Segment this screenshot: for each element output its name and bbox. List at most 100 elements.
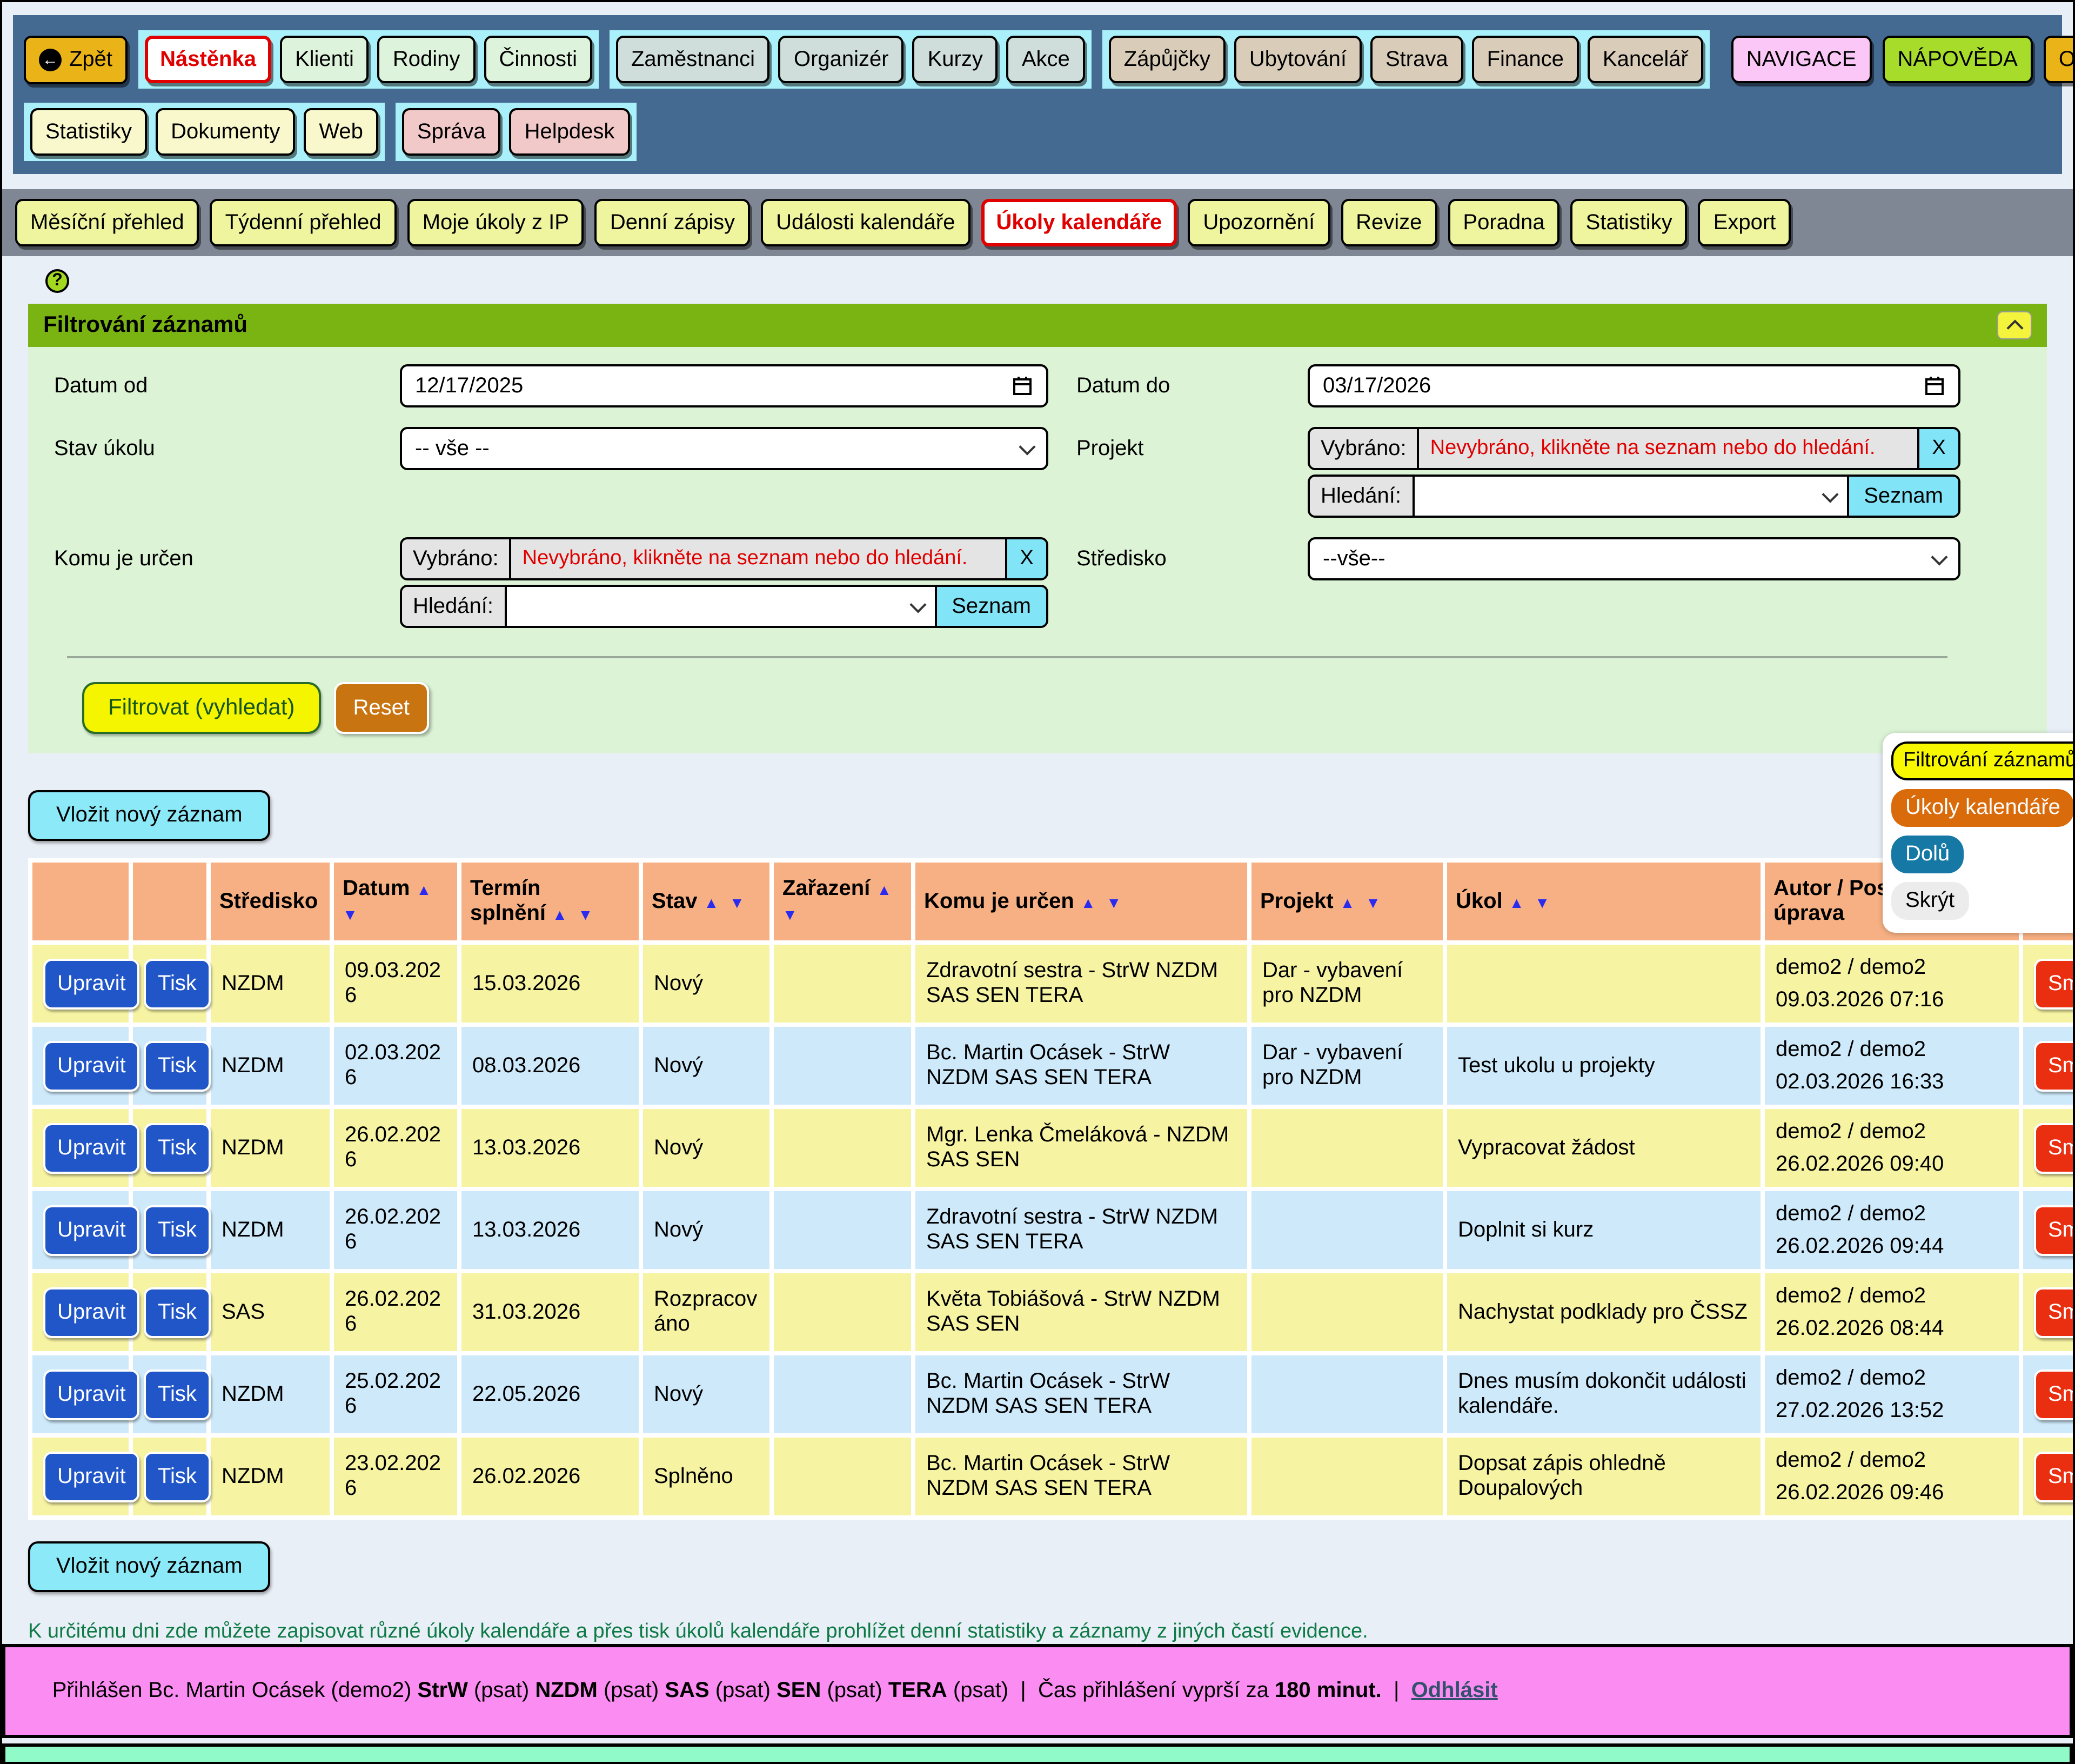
collapse-button[interactable] bbox=[1997, 311, 2032, 339]
print-button[interactable]: Tisk bbox=[144, 1205, 211, 1255]
sort-arrows-icon[interactable]: ▲ ▼ bbox=[1080, 893, 1125, 911]
delete-button[interactable]: Smazat bbox=[2034, 958, 2073, 1009]
delete-button[interactable]: Smazat bbox=[2034, 1040, 2073, 1091]
filter-submit-button[interactable]: Filtrovat (vyhledat) bbox=[82, 682, 321, 734]
project-list-button[interactable]: Seznam bbox=[1846, 477, 1958, 516]
tab-m-s-n-p-ehled[interactable]: Měsíční přehled bbox=[15, 199, 199, 246]
column-header-komu-je-ur-en[interactable]: Komu je určen ▲ ▼ bbox=[915, 863, 1247, 940]
delete-button[interactable]: Smazat bbox=[2034, 1451, 2073, 1502]
nav-button-helpdesk[interactable]: Helpdesk bbox=[509, 108, 630, 156]
tab-export[interactable]: Export bbox=[1698, 199, 1791, 246]
project-clear-button[interactable]: X bbox=[1917, 429, 1958, 468]
column-header-datum[interactable]: Datum ▲ ▼ bbox=[334, 863, 457, 940]
assignee-list-button[interactable]: Seznam bbox=[934, 587, 1046, 626]
nav-button--innosti[interactable]: Činnosti bbox=[484, 36, 592, 83]
edit-button[interactable]: Upravit bbox=[43, 1369, 140, 1420]
print-button[interactable]: Tisk bbox=[144, 958, 211, 1009]
edit-button[interactable]: Upravit bbox=[43, 1287, 140, 1338]
nav-button-akce[interactable]: Akce bbox=[1006, 36, 1085, 83]
nav-button-z-p-j-ky[interactable]: Zápůjčky bbox=[1108, 36, 1226, 83]
tab-moje-koly-z-ip[interactable]: Moje úkoly z IP bbox=[407, 199, 584, 246]
table-row: Upravit Tisk NZDM 09.03.2026 15.03.2026 … bbox=[32, 945, 2073, 1023]
edit-button[interactable]: Upravit bbox=[43, 1122, 140, 1173]
print-button[interactable]: Tisk bbox=[144, 1040, 211, 1091]
nav-button-organiz-r[interactable]: Organizér bbox=[778, 36, 904, 83]
column-header-projekt[interactable]: Projekt ▲ ▼ bbox=[1251, 863, 1443, 940]
insert-record-button-bottom[interactable]: Vložit nový záznam bbox=[28, 1541, 271, 1592]
nav-button-web[interactable]: Web bbox=[304, 108, 378, 156]
project-search-select[interactable] bbox=[1414, 477, 1847, 516]
print-button[interactable]: Tisk bbox=[144, 1451, 211, 1502]
back-button-label: Zpět bbox=[69, 48, 113, 71]
date-from-input[interactable]: 12/17/2025 bbox=[400, 364, 1048, 407]
tab-poradna[interactable]: Poradna bbox=[1448, 199, 1560, 246]
nav-button-spr-va[interactable]: Správa bbox=[401, 108, 501, 156]
table-row: Upravit Tisk NZDM 26.02.2026 13.03.2026 … bbox=[32, 1191, 2073, 1269]
sort-arrows-icon[interactable]: ▲ ▼ bbox=[1340, 893, 1384, 911]
print-button[interactable]: Tisk bbox=[144, 1287, 211, 1338]
cell-stredisko: NZDM bbox=[211, 1109, 330, 1187]
quick-menu-button-skr-t[interactable]: Skrýt bbox=[1891, 882, 1969, 920]
filter-reset-button[interactable]: Reset bbox=[333, 682, 429, 734]
nav-button-zam-stnanci[interactable]: Zaměstnanci bbox=[615, 36, 770, 83]
assignee-clear-button[interactable]: X bbox=[1005, 539, 1046, 578]
column-header[interactable] bbox=[133, 863, 206, 940]
column-header[interactable] bbox=[32, 863, 129, 940]
date-to-input[interactable]: 03/17/2026 bbox=[1308, 364, 1960, 407]
status-select[interactable]: -- vše -- bbox=[400, 427, 1048, 470]
sort-arrows-icon[interactable]: ▲ ▼ bbox=[782, 881, 895, 923]
print-button[interactable]: Tisk bbox=[144, 1369, 211, 1420]
delete-button[interactable]: Smazat bbox=[2034, 1287, 2073, 1338]
tab-t-denn-p-ehled[interactable]: Týdenní přehled bbox=[210, 199, 397, 246]
sort-arrows-icon[interactable]: ▲ ▼ bbox=[343, 881, 435, 923]
column-header-za-azen-[interactable]: Zařazení ▲ ▼ bbox=[774, 863, 911, 940]
edit-button[interactable]: Upravit bbox=[43, 1205, 140, 1255]
centre-select[interactable]: --vše-- bbox=[1308, 537, 1960, 580]
insert-record-button-top[interactable]: Vložit nový záznam bbox=[28, 790, 271, 841]
nav-button-n-pov-da[interactable]: NÁPOVĚDA bbox=[1882, 36, 2033, 83]
delete-button[interactable]: Smazat bbox=[2034, 1369, 2073, 1420]
calendar-icon[interactable] bbox=[1012, 375, 1033, 397]
nav-button-odhl-sit[interactable]: ODHLÁSIT bbox=[2043, 36, 2073, 83]
print-button[interactable]: Tisk bbox=[144, 1122, 211, 1173]
help-icon[interactable]: ? bbox=[45, 269, 69, 293]
tab-upozorn-n-[interactable]: Upozornění bbox=[1188, 199, 1330, 246]
nav-button-kancel-[interactable]: Kancelář bbox=[1587, 36, 1703, 83]
column-header-term-n-spln-n-[interactable]: Termín splnění ▲ ▼ bbox=[461, 863, 639, 940]
assignee-selected-value[interactable]: Nevybráno, klikněte na seznam nebo do hl… bbox=[511, 539, 1005, 578]
quick-menu-button-dol-[interactable]: Dolů bbox=[1891, 836, 1964, 873]
nav-button-rodiny[interactable]: Rodiny bbox=[377, 36, 476, 83]
sort-arrows-icon[interactable]: ▲ ▼ bbox=[552, 906, 597, 923]
login-status-segment[interactable]: Odhlásit bbox=[1411, 1679, 1498, 1702]
quick-menu-button--koly-kalend-e[interactable]: Úkoly kalendáře bbox=[1891, 789, 2073, 827]
edit-button[interactable]: Upravit bbox=[43, 958, 140, 1009]
tab--koly-kalend-e[interactable]: Úkoly kalendáře bbox=[981, 199, 1177, 246]
nav-button-strava[interactable]: Strava bbox=[1370, 36, 1463, 83]
back-button[interactable]: ← Zpět bbox=[24, 35, 128, 84]
column-header-stav[interactable]: Stav ▲ ▼ bbox=[643, 863, 769, 940]
nav-button-ubytov-n-[interactable]: Ubytování bbox=[1234, 36, 1362, 83]
delete-button[interactable]: Smazat bbox=[2034, 1205, 2073, 1255]
tab-statistiky[interactable]: Statistiky bbox=[1570, 199, 1688, 246]
assignee-search-select[interactable] bbox=[506, 587, 935, 626]
tab-revize[interactable]: Revize bbox=[1341, 199, 1437, 246]
column-header-st-edisko[interactable]: Středisko bbox=[211, 863, 330, 940]
sort-arrows-icon[interactable]: ▲ ▼ bbox=[1509, 893, 1553, 911]
edit-button[interactable]: Upravit bbox=[43, 1451, 140, 1502]
quick-menu-button-filtrov-n-z-znam-[interactable]: Filtrování záznamů bbox=[1891, 741, 2073, 780]
nav-button-finance[interactable]: Finance bbox=[1471, 36, 1579, 83]
project-selected-value[interactable]: Nevybráno, klikněte na seznam nebo do hl… bbox=[1419, 429, 1917, 468]
nav-button-n-st-nka[interactable]: Nástěnka bbox=[145, 36, 271, 83]
calendar-icon[interactable] bbox=[1924, 375, 1945, 397]
nav-button-klienti[interactable]: Klienti bbox=[279, 36, 369, 83]
tab-denn-z-pisy[interactable]: Denní zápisy bbox=[594, 199, 751, 246]
column-header--kol[interactable]: Úkol ▲ ▼ bbox=[1447, 863, 1761, 940]
sort-arrows-icon[interactable]: ▲ ▼ bbox=[704, 893, 748, 911]
nav-button-kurzy[interactable]: Kurzy bbox=[912, 36, 998, 83]
nav-button-dokumenty[interactable]: Dokumenty bbox=[156, 108, 296, 156]
delete-button[interactable]: Smazat bbox=[2034, 1122, 2073, 1173]
tab-ud-losti-kalend-e[interactable]: Události kalendáře bbox=[761, 199, 970, 246]
nav-button-navigace[interactable]: NAVIGACE bbox=[1731, 36, 1872, 83]
edit-button[interactable]: Upravit bbox=[43, 1040, 140, 1091]
nav-button-statistiky[interactable]: Statistiky bbox=[30, 108, 148, 156]
